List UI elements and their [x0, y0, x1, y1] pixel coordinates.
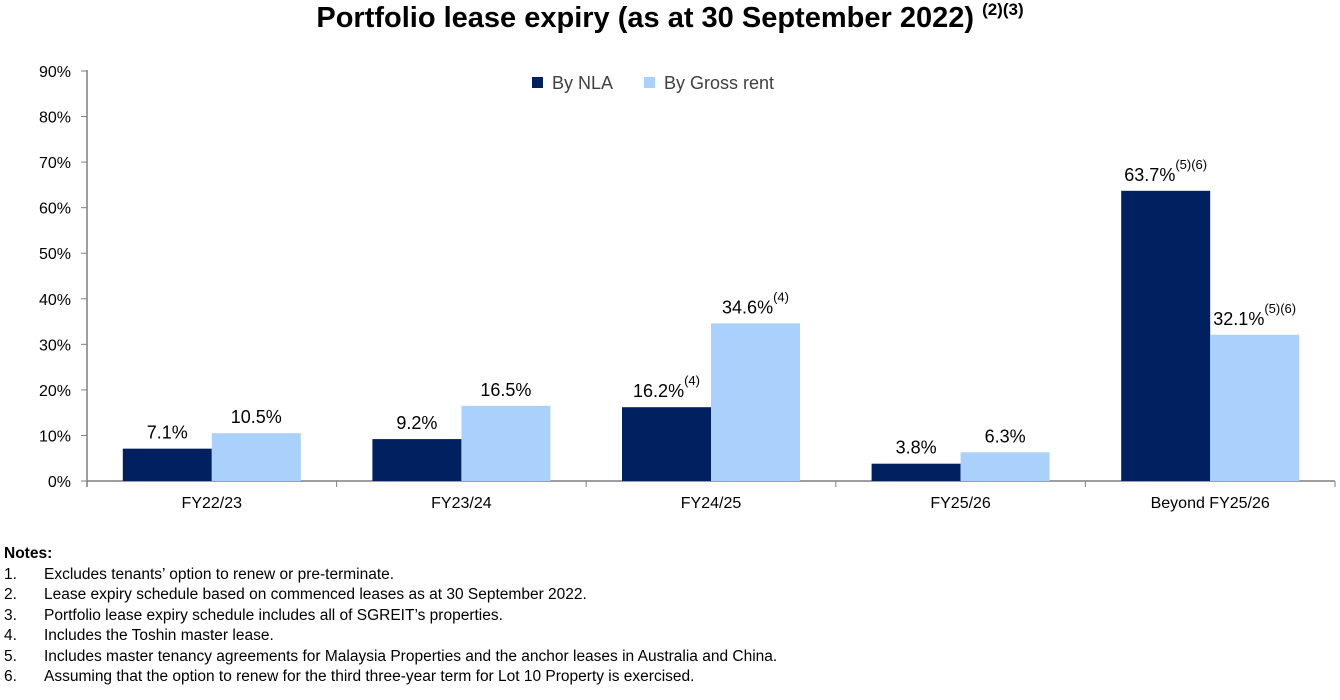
notes-heading: Notes:: [4, 545, 53, 562]
bar-gross-rent: [960, 452, 1050, 481]
data-label: 9.2%: [396, 413, 437, 433]
bar-gross-rent: [711, 323, 800, 481]
note-text: Portfolio lease expiry schedule includes…: [44, 606, 503, 624]
y-tick-label: 40%: [39, 292, 71, 309]
data-label-note: (5)(6): [1175, 157, 1207, 172]
data-label: 3.8%: [896, 438, 937, 458]
note-number: 4.: [4, 627, 17, 644]
note-number: 1.: [4, 565, 17, 583]
note-item: 6. Assuming that the option to renew for …: [4, 667, 777, 688]
data-label: 34.6%(4): [722, 289, 789, 317]
y-tick-label: 30%: [39, 337, 71, 354]
data-label: 7.1%: [147, 423, 188, 443]
note-item: 4. Includes the Toshin master lease.: [4, 626, 777, 647]
note-text: Assuming that the option to renew for th…: [44, 668, 695, 685]
bar-nla: [871, 463, 961, 481]
note-text: Excludes tenants’ option to renew or pre…: [44, 565, 395, 583]
y-tick-label: 10%: [39, 428, 71, 445]
data-label-note: (5)(6): [1264, 301, 1296, 316]
note-number: 5.: [4, 647, 17, 665]
y-tick-label: 70%: [39, 155, 71, 172]
data-label-note: (4): [773, 289, 789, 304]
x-tick-label: FY23/24: [431, 495, 492, 512]
note-item: 5. Includes master tenancy agreements for…: [4, 647, 777, 668]
bar-nla: [122, 448, 212, 481]
bar-nla: [372, 439, 462, 481]
y-tick-label: 90%: [39, 64, 71, 81]
x-tick-label: FY22/23: [182, 495, 243, 512]
bar-chart: 0% 10% 20% 30% 40% 50% 60% 70% 80% 90% FY22/23 7.1%…: [39, 64, 1336, 512]
data-label: 16.2%(4): [633, 373, 700, 401]
legend-label: By Gross rent: [664, 73, 774, 93]
bar-gross-rent: [211, 433, 301, 481]
bar-nla: [622, 407, 711, 481]
data-label: 16.5%: [480, 380, 531, 400]
note-text: Includes the Toshin master lease.: [44, 627, 274, 644]
data-label-note: (4): [684, 373, 700, 388]
chart-title: Portfolio lease expiry (as at 30 Septemb…: [0, 0, 1340, 35]
note-number: 3.: [4, 606, 17, 624]
note-number: 2.: [4, 586, 17, 603]
legend-swatch: [532, 77, 543, 88]
notes: Notes: 1. Excludes tenants’ option to ren…: [4, 544, 777, 688]
x-tick-label: FY25/26: [930, 495, 991, 512]
bar-gross-rent: [461, 405, 551, 481]
bar-nla: [1121, 190, 1211, 482]
y-tick-label: 50%: [39, 246, 71, 263]
note-item: 3. Portfolio lease expiry schedule includ…: [4, 606, 777, 627]
data-label: 6.3%: [985, 426, 1026, 446]
data-label: 32.1%(5)(6): [1213, 301, 1296, 329]
y-tick-label: 80%: [39, 110, 71, 127]
legend-label: By NLA: [552, 73, 613, 93]
x-tick-label: Beyond FY25/26: [1151, 495, 1270, 512]
bar-gross-rent: [1210, 334, 1300, 481]
legend-swatch: [644, 77, 655, 88]
x-tick-label: FY24/25: [681, 495, 742, 512]
chart-title-superscript: (2)(3): [982, 0, 1024, 19]
y-tick-label: 20%: [39, 383, 71, 400]
note-item: 2. Lease expiry schedule based on commenc…: [4, 585, 777, 606]
y-tick-label: 60%: [39, 201, 71, 218]
data-label: 63.7%(5)(6): [1124, 157, 1207, 185]
note-text: Includes master tenancy agreements for M…: [44, 647, 778, 665]
y-tick-label: 0%: [48, 474, 71, 491]
note-item: 1. Excludes tenants’ option to renew or p…: [4, 565, 777, 586]
data-label: 10.5%: [231, 407, 282, 427]
note-text: Lease expiry schedule based on commenced…: [44, 586, 587, 603]
note-number: 6.: [4, 668, 17, 685]
chart-title-text: Portfolio lease expiry (as at 30 Septemb…: [316, 2, 974, 34]
